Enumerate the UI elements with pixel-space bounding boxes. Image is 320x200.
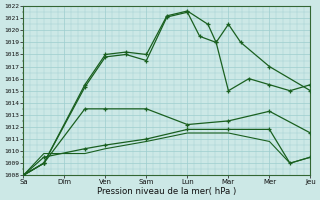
X-axis label: Pression niveau de la mer( hPa ): Pression niveau de la mer( hPa ) [97,187,236,196]
